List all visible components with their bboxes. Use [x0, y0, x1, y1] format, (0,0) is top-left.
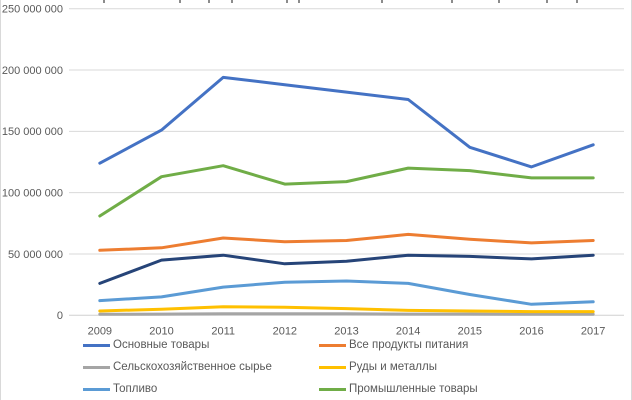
y-tick-label[interactable]: 250 000 000: [2, 4, 63, 16]
series-line-dark-navy[interactable]: [98, 253, 595, 285]
legend-item-все-продукты-питания[interactable]: Все продукты питания: [319, 338, 468, 352]
x-tick-label[interactable]: 2009: [88, 325, 112, 337]
y-tick-label[interactable]: 0: [57, 310, 63, 322]
legend-item-основные-товары[interactable]: Основные товары: [83, 338, 209, 352]
legend-label: Руды и металлы: [349, 361, 437, 373]
legend-line-swatch: [319, 343, 346, 347]
y-tick-label[interactable]: 100 000 000: [2, 188, 63, 200]
x-tick-label[interactable]: 2014: [396, 325, 420, 337]
x-tick-label[interactable]: 2016: [519, 325, 543, 337]
x-tick-label[interactable]: 2012: [273, 325, 297, 337]
legend-item-сельскохозяйственное-сырье[interactable]: Сельскохозяйственное сырье: [83, 360, 272, 374]
series-line-основные-товары[interactable]: [98, 75, 595, 169]
x-tick-label[interactable]: 2013: [334, 325, 358, 337]
y-tick-label[interactable]: 200 000 000: [2, 65, 63, 77]
x-tick-label[interactable]: 2011: [211, 325, 235, 337]
y-tick-label[interactable]: 50 000 000: [8, 249, 63, 261]
legend-line-swatch: [83, 387, 110, 391]
y-tick-label[interactable]: 150 000 000: [2, 126, 63, 138]
legend-label: Топливо: [113, 383, 158, 395]
series-line-сельскохозяйственное-сырье[interactable]: [98, 312, 595, 316]
series-line-топливо[interactable]: [98, 279, 595, 306]
legend-item-руды-и-металлы[interactable]: Руды и металлы: [319, 360, 437, 374]
series-line-руды-и-металлы[interactable]: [98, 305, 595, 314]
series-line-промышленные-товары[interactable]: [98, 164, 595, 218]
series-line-все-продукты-питания[interactable]: [98, 232, 595, 252]
legend-label: Промышленные товары: [349, 383, 478, 395]
legend-line-swatch: [319, 387, 346, 391]
legend-line-swatch: [83, 365, 110, 369]
legend-label: Основные товары: [113, 339, 210, 351]
x-tick-label[interactable]: 2015: [458, 325, 482, 337]
x-tick-label[interactable]: 2010: [149, 325, 173, 337]
legend-label: Все продукты питания: [349, 339, 469, 351]
legend-item-топливо[interactable]: Топливо: [83, 382, 157, 396]
x-tick-label[interactable]: 2017: [581, 325, 605, 337]
legend-item-промышленные-товары[interactable]: Промышленные товары: [319, 382, 478, 396]
legend-label: Сельскохозяйственное сырье: [113, 361, 272, 373]
legend-line-swatch: [319, 365, 346, 369]
legend-line-swatch: [83, 343, 110, 347]
